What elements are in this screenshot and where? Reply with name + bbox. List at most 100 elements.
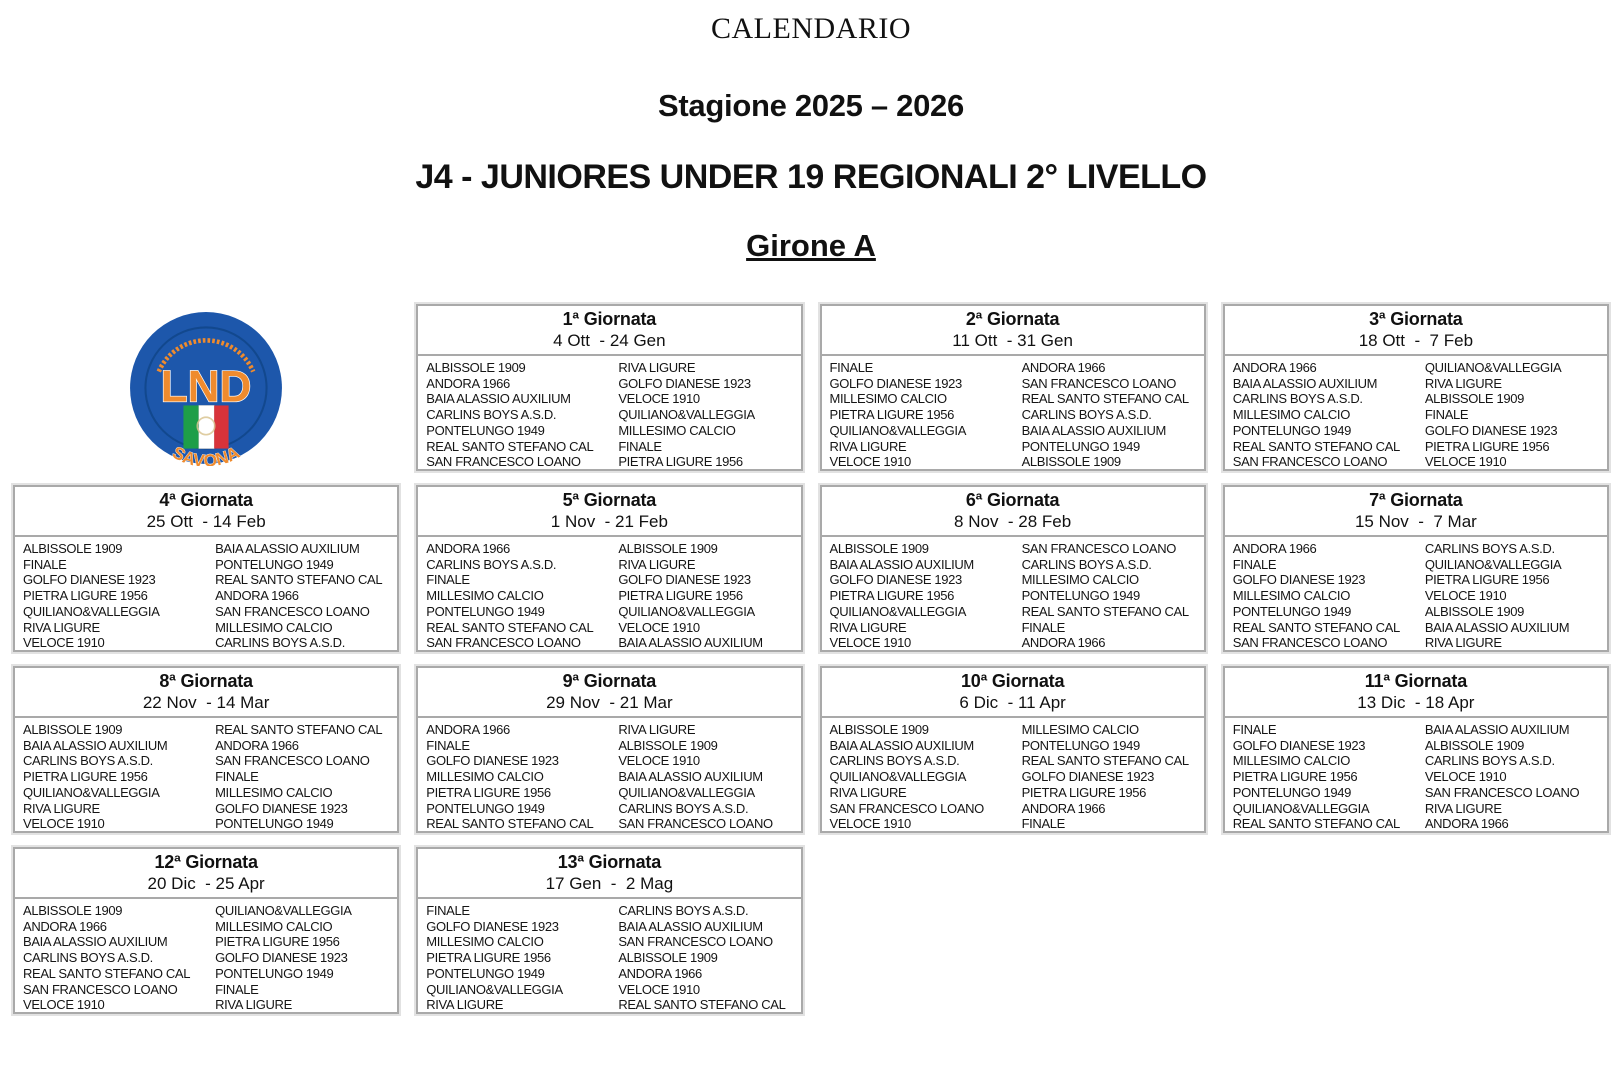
- away-team: MILLESIMO CALCIO: [1021, 572, 1140, 588]
- home-team: PIETRA LIGURE 1956: [426, 784, 551, 800]
- home-team: PONTELUNGO 1949: [426, 422, 545, 438]
- home-team: PONTELUNGO 1949: [426, 603, 545, 619]
- home-team: MILLESIMO CALCIO: [426, 934, 544, 950]
- giornata-match-list: ALBISSOLE 1909 QUILIANO&VALLEGGIA ANDORA 1…: [15, 899, 397, 1012]
- home-team: REAL SANTO STEFANO CAL: [1232, 619, 1400, 635]
- home-team: FINALE: [1232, 722, 1277, 737]
- giornata-card: 1ª Giornata 4 Ott - 24 Gen ALBISSOLE 190…: [416, 304, 803, 471]
- away-team: GOLFO DIANESE 1923: [1021, 769, 1155, 785]
- home-team: FINALE: [426, 737, 470, 753]
- home-team: REAL SANTO STEFANO CAL: [426, 438, 594, 454]
- home-team: MILLESIMO CALCIO: [1232, 407, 1351, 423]
- away-team: RIVA LIGURE: [618, 360, 696, 375]
- away-team: ALBISSOLE 1909: [618, 950, 718, 966]
- home-team: MILLESIMO CALCIO: [426, 588, 544, 604]
- home-team: QUILIANO&VALLEGGIA: [426, 981, 563, 997]
- away-team: MILLESIMO CALCIO: [215, 784, 333, 800]
- away-team: ALBISSOLE 1909: [618, 541, 718, 556]
- home-team: PIETRA LIGURE 1956: [426, 950, 551, 966]
- home-team: GOLFO DIANESE 1923: [426, 753, 559, 769]
- giornata-card-header: 3ª Giornata 18 Ott - 7 Feb: [1224, 306, 1607, 356]
- home-team: RIVA LIGURE: [829, 438, 907, 454]
- away-team: VELOCE 1910: [1424, 588, 1507, 604]
- giornata-card-header: 8ª Giornata 22 Nov - 14 Mar: [15, 668, 398, 718]
- home-team: QUILIANO&VALLEGGIA: [1232, 800, 1370, 816]
- giornata-card: 3ª Giornata 18 Ott - 7 Feb ANDORA 1966 QU…: [1222, 304, 1609, 471]
- home-team: PONTELUNGO 1949: [1232, 603, 1352, 619]
- giornata-title: 3ª Giornata: [1369, 309, 1463, 329]
- competition-title: J4 - JUNIORES UNDER 19 REGIONALI 2° LIVE…: [415, 158, 1207, 196]
- giornata-date-range: 29 Nov - 21 Mar: [546, 693, 673, 712]
- giornata-card: 7ª Giornata 15 Nov - 7 Mar ANDORA 1966 CA…: [1222, 485, 1609, 652]
- home-team: MILLESIMO CALCIO: [829, 391, 948, 407]
- giornata-title: 12ª Giornata: [154, 852, 258, 872]
- away-team: BAIA ALASSIO AUXILIUM: [1021, 422, 1167, 438]
- home-team: ANDORA 1966: [23, 918, 107, 934]
- home-team: BAIA ALASSIO AUXILIUM: [829, 737, 975, 753]
- home-team: BAIA ALASSIO AUXILIUM: [23, 934, 168, 950]
- away-team: ALBISSOLE 1909: [1021, 454, 1122, 470]
- giornata-card: 8ª Giornata 22 Nov - 14 Mar ALBISSOLE 19…: [13, 666, 400, 833]
- away-team: MILLESIMO CALCIO: [1021, 722, 1140, 737]
- away-team: CARLINS BOYS A.S.D.: [1424, 541, 1555, 556]
- giornata-title: 7ª Giornata: [1369, 490, 1463, 510]
- away-team: MILLESIMO CALCIO: [618, 422, 736, 438]
- home-team: RIVA LIGURE: [829, 619, 907, 635]
- calendar-grid: LND SAVONA 1ª Giornata 4 Ott - 24 Gen AL…: [13, 304, 1609, 1014]
- home-team: ANDORA 1966: [426, 541, 510, 556]
- away-team: PIETRA LIGURE 1956: [618, 588, 743, 604]
- giornata-match-list: ALBISSOLE 1909 RIVA LIGURE ANDORA 1966 GOLF…: [418, 356, 800, 470]
- away-team: REAL SANTO STEFANO CAL: [618, 997, 786, 1013]
- giornata-match-list: ALBISSOLE 1909 SAN FRANCESCO LOANO BAIA AL…: [822, 537, 1204, 650]
- giornata-date-range: 15 Nov - 7 Mar: [1354, 512, 1477, 531]
- giornata-title: 9ª Giornata: [562, 671, 657, 691]
- home-team: BAIA ALASSIO AUXILIUM: [23, 737, 168, 753]
- away-team: VELOCE 1910: [618, 753, 700, 769]
- away-team: CARLINS BOYS A.S.D.: [1021, 556, 1152, 572]
- home-team: PIETRA LIGURE 1956: [1232, 769, 1358, 785]
- away-team: GOLFO DIANESE 1923: [1424, 422, 1558, 438]
- home-team: SAN FRANCESCO LOANO: [829, 800, 985, 816]
- season-title: Stagione 2025 – 2026: [658, 88, 964, 123]
- home-team: CARLINS BOYS A.S.D.: [426, 556, 557, 572]
- home-team: VELOCE 1910: [829, 816, 912, 832]
- home-team: VELOCE 1910: [23, 816, 105, 832]
- away-team: ANDORA 1966: [215, 588, 299, 604]
- home-team: GOLFO DIANESE 1923: [1232, 572, 1366, 588]
- home-team: ALBISSOLE 1909: [829, 541, 930, 556]
- away-team: VELOCE 1910: [618, 619, 700, 635]
- giornata-card: 9ª Giornata 29 Nov - 21 Mar ANDORA 1966 R…: [416, 666, 803, 833]
- home-team: PONTELUNGO 1949: [1232, 422, 1352, 438]
- logo-cell: LND SAVONA: [13, 304, 399, 471]
- giornata-date-range: 20 Dic - 25 Apr: [147, 874, 265, 893]
- away-team: FINALE: [215, 981, 259, 997]
- giornata-match-list: ANDORA 1966 ALBISSOLE 1909 CARLINS BOYS A.…: [418, 537, 800, 650]
- giornata-card-header: 13ª Giornata 17 Gen - 2 Mag: [418, 849, 801, 899]
- home-team: PIETRA LIGURE 1956: [23, 769, 148, 785]
- giornata-card-header: 6ª Giornata 8 Nov - 28 Feb: [821, 487, 1204, 537]
- home-team: VELOCE 1910: [829, 454, 912, 470]
- away-team: GOLFO DIANESE 1923: [215, 800, 348, 816]
- home-team: SAN FRANCESCO LOANO: [426, 454, 581, 470]
- away-team: ALBISSOLE 1909: [1424, 391, 1525, 407]
- logo-acronym: LND: [161, 362, 252, 411]
- away-team: QUILIANO&VALLEGGIA: [618, 603, 755, 619]
- home-team: VELOCE 1910: [23, 635, 105, 651]
- away-team: FINALE: [1021, 816, 1066, 832]
- away-team: CARLINS BOYS A.S.D.: [1021, 407, 1152, 423]
- away-team: BAIA ALASSIO AUXILIUM: [1424, 722, 1570, 737]
- home-team: SAN FRANCESCO LOANO: [23, 981, 178, 997]
- home-team: REAL SANTO STEFANO CAL: [426, 816, 594, 832]
- italian-flag-icon: [183, 404, 229, 449]
- home-team: RIVA LIGURE: [23, 619, 100, 635]
- giornata-title: 8ª Giornata: [159, 671, 253, 691]
- home-team: QUILIANO&VALLEGGIA: [23, 603, 160, 619]
- giornata-card-header: 9ª Giornata 29 Nov - 21 Mar: [418, 668, 801, 718]
- away-team: REAL SANTO STEFANO CAL: [1021, 753, 1189, 769]
- giornata-title: 4ª Giornata: [159, 490, 253, 510]
- giornata-title: 13ª Giornata: [557, 852, 662, 872]
- giornata-card-header: 7ª Giornata 15 Nov - 7 Mar: [1224, 487, 1607, 537]
- giornata-date-range: 18 Ott - 7 Feb: [1358, 331, 1474, 350]
- away-team: BAIA ALASSIO AUXILIUM: [215, 541, 360, 556]
- away-team: RIVA LIGURE: [1424, 800, 1502, 816]
